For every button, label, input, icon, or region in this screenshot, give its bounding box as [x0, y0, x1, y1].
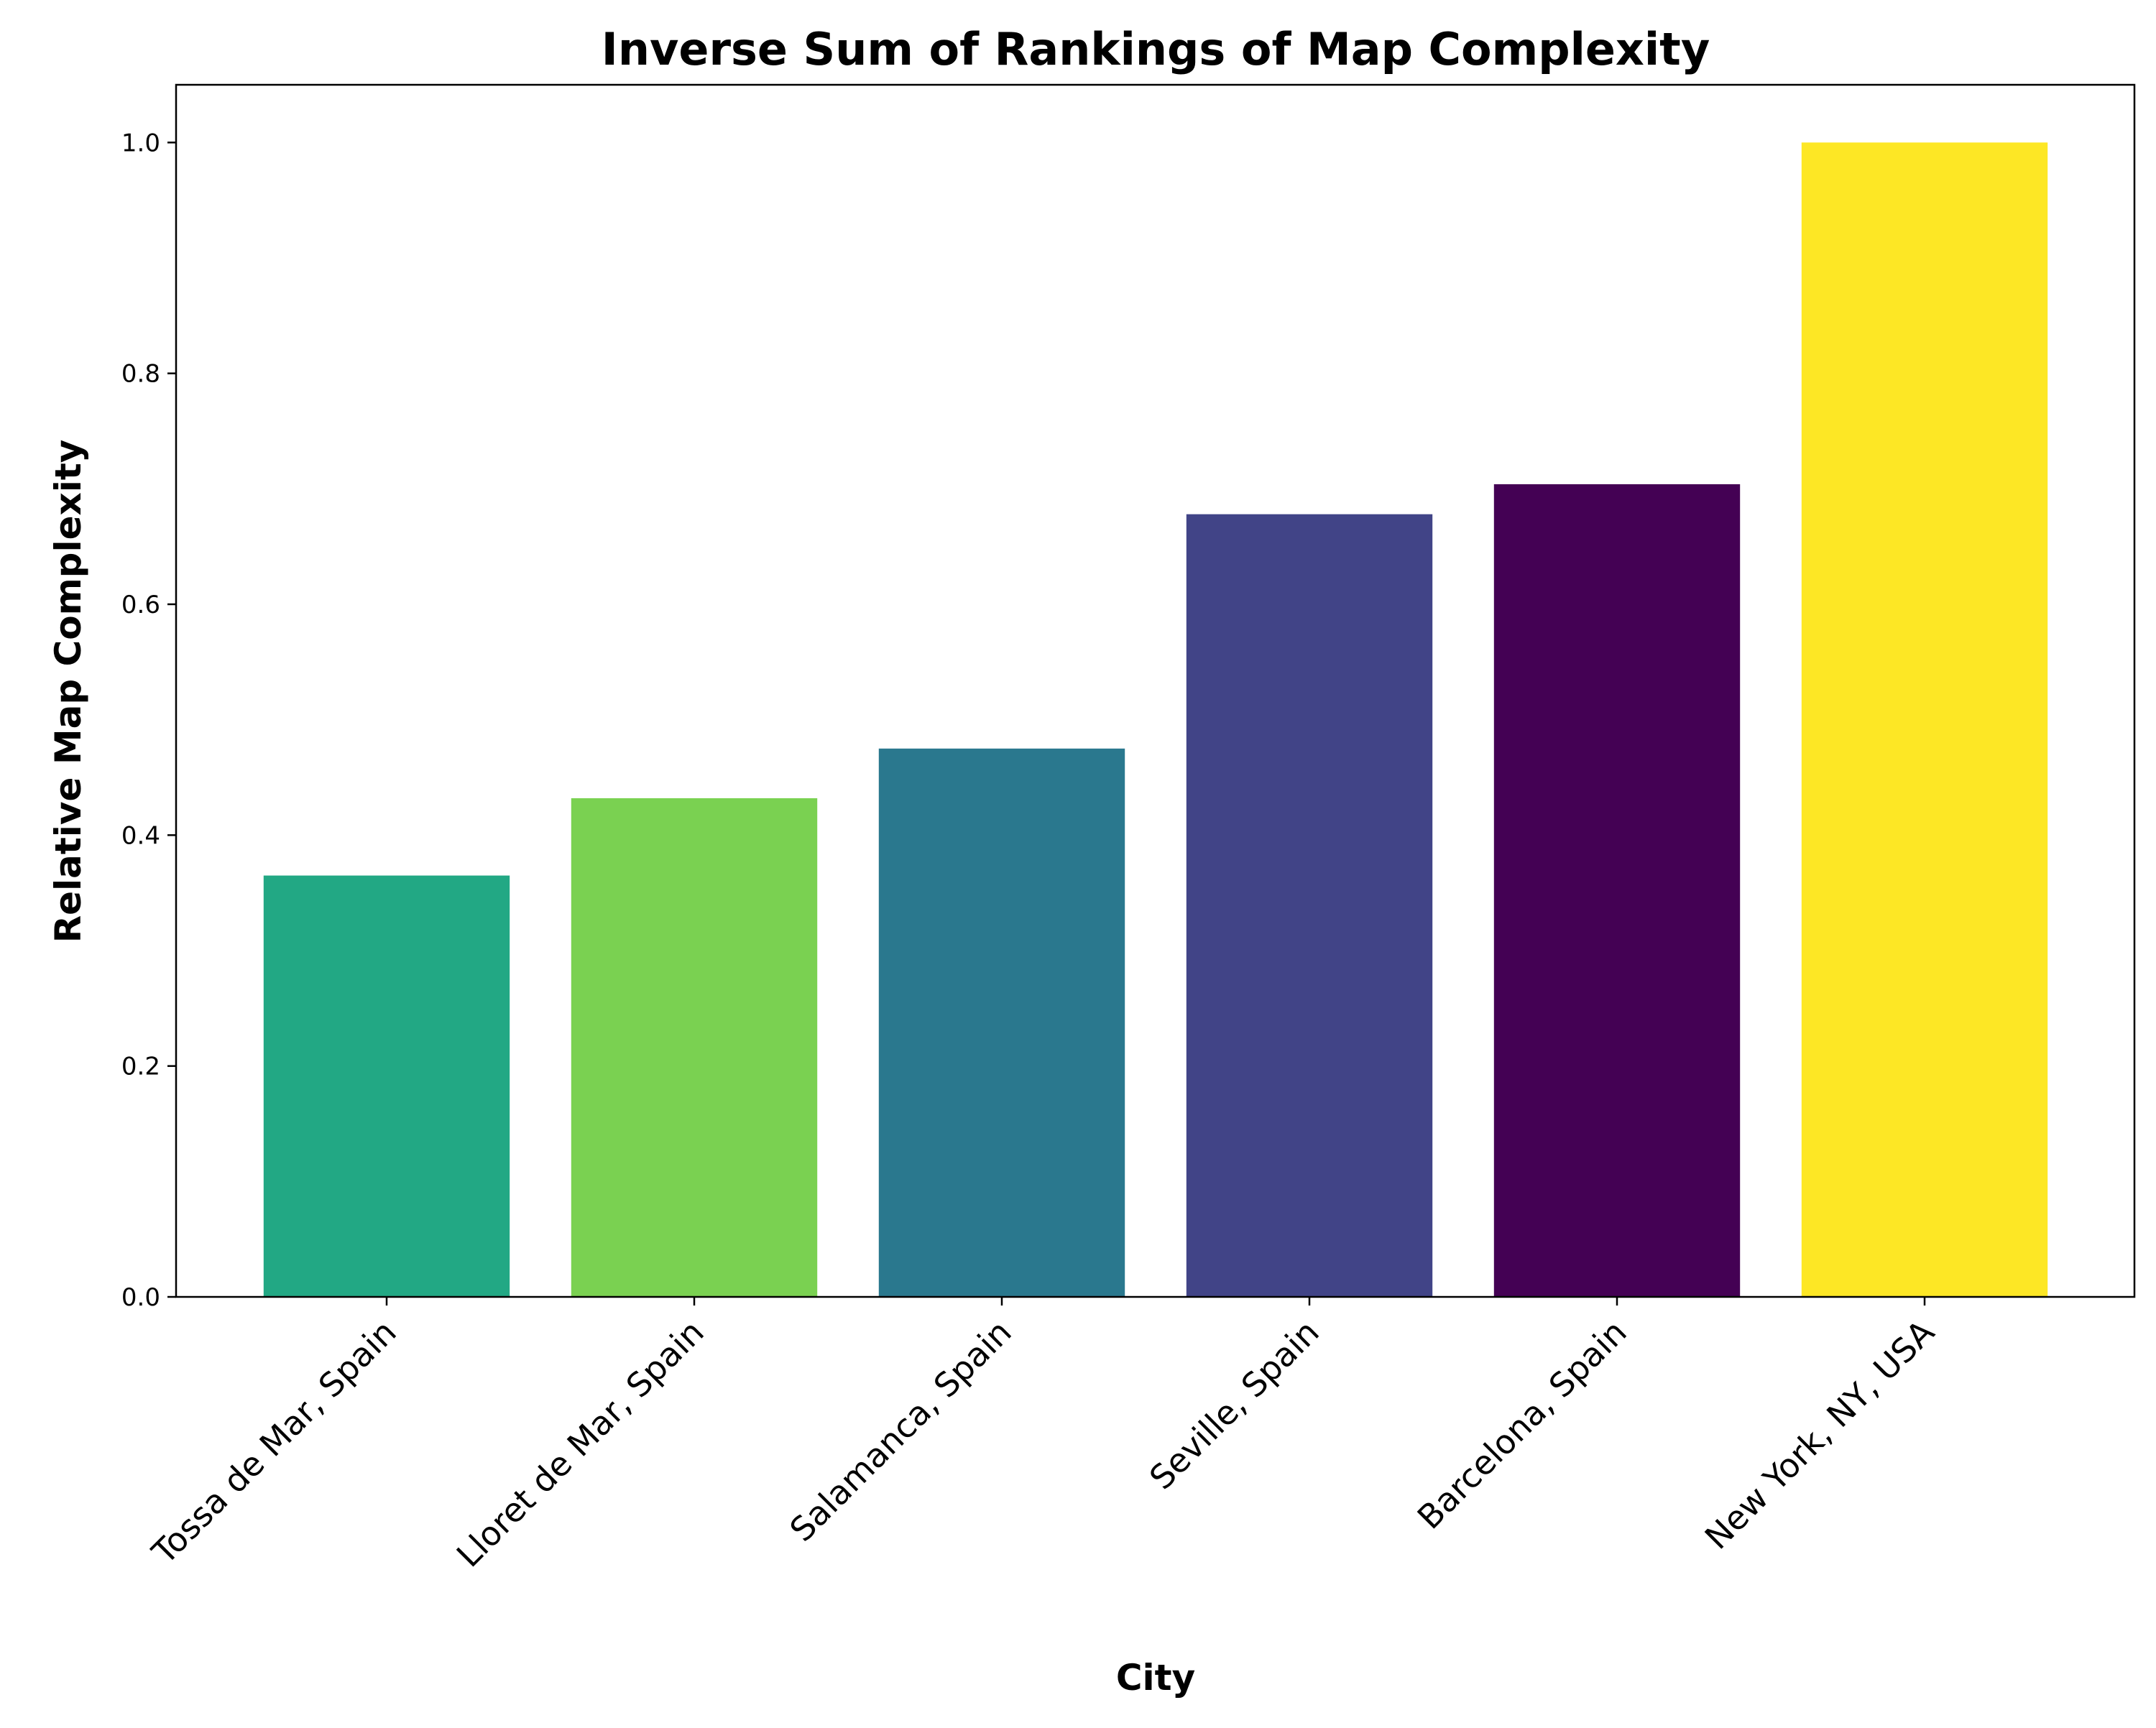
- bar-0: [263, 875, 510, 1297]
- x-axis-ticks: Tossa de Mar, Spain Lloret de Mar, Spain S…: [144, 1297, 1942, 1575]
- y-axis-ticks: 0.0 0.2 0.4 0.6 0.8 1.0: [121, 129, 176, 1312]
- x-tick-label-2: Salamanca, Spain: [782, 1313, 1018, 1549]
- bar-4: [1493, 484, 1741, 1297]
- y-tick-label-0: 0.0: [121, 1283, 160, 1312]
- x-tick-label-4: Barcelona, Spain: [1410, 1313, 1634, 1537]
- y-tick-label-3: 0.6: [121, 591, 160, 619]
- x-tick-label-3: Seville, Spain: [1142, 1313, 1327, 1497]
- plot-frame: [175, 83, 2136, 1298]
- bar-2: [878, 748, 1125, 1297]
- x-tick-label-1: Lloret de Mar, Spain: [449, 1313, 711, 1575]
- bar-3: [1186, 514, 1433, 1298]
- x-tick-label-0: Tossa de Mar, Spain: [144, 1313, 404, 1572]
- y-tick-label-4: 0.8: [121, 360, 160, 389]
- y-tick-label-5: 1.0: [121, 129, 160, 157]
- y-tick-label-1: 0.2: [121, 1053, 160, 1081]
- x-axis-label: City: [1116, 1657, 1195, 1699]
- bar-1: [571, 798, 818, 1297]
- y-axis-label: Relative Map Complexity: [47, 440, 89, 943]
- y-tick-label-2: 0.4: [121, 821, 160, 850]
- bars-group: [263, 142, 2048, 1298]
- chart-title: Inverse Sum of Rankings of Map Complexit…: [602, 23, 1710, 75]
- bar-5: [1801, 142, 2048, 1297]
- x-tick-label-5: New York, NY, USA: [1697, 1312, 1942, 1556]
